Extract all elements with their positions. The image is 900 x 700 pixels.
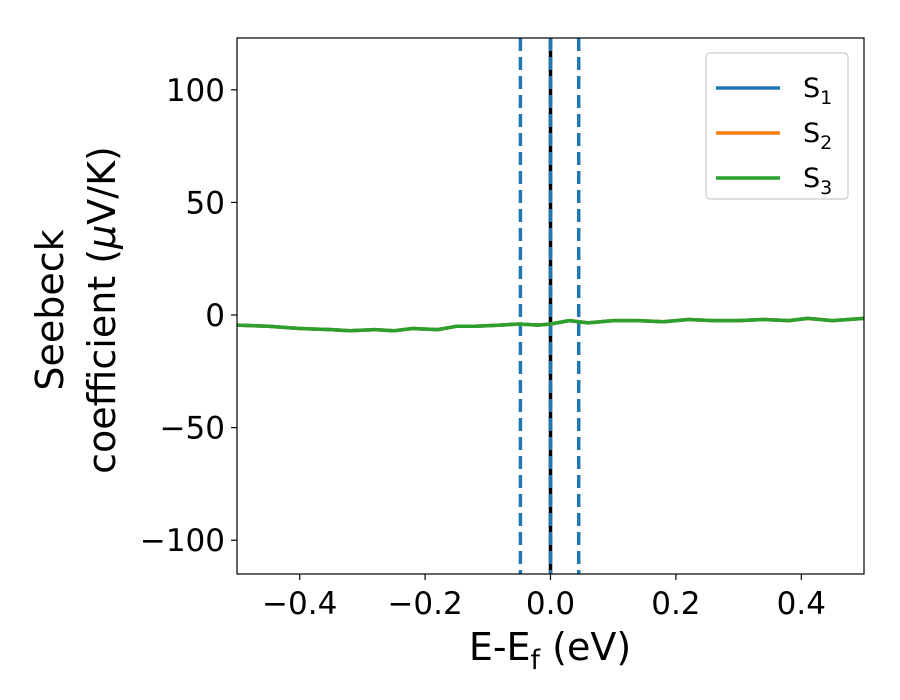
y-tick-label: 0 bbox=[205, 298, 225, 334]
y-axis-ticks: 100 50 0 −50 −100 bbox=[140, 73, 237, 559]
x-axis-label-subscript: f bbox=[531, 645, 542, 676]
reference-lines bbox=[518, 38, 581, 574]
series-lines bbox=[237, 316, 864, 333]
x-axis-ticks: −0.4 −0.2 0.0 0.2 0.4 bbox=[262, 574, 826, 622]
y-axis-label-line2: coefficient (μV/K) bbox=[80, 146, 124, 474]
y-tick-label: 50 bbox=[186, 185, 225, 221]
y-tick-label: 100 bbox=[166, 73, 225, 109]
x-tick-label: 0.2 bbox=[651, 586, 700, 622]
y-tick-label: −100 bbox=[140, 523, 225, 559]
y-axis-label-line1: Seebeck bbox=[28, 229, 72, 390]
legend-label-s3: S3 bbox=[803, 163, 832, 199]
legend-label-s2: S2 bbox=[803, 118, 832, 154]
legend-label-s1: S1 bbox=[803, 73, 832, 109]
legend: S1 S2 S3 bbox=[705, 52, 849, 200]
x-tick-label: 0.4 bbox=[777, 586, 826, 622]
x-tick-label: −0.2 bbox=[387, 586, 462, 622]
x-axis-label: E-Ef (eV) bbox=[469, 625, 631, 676]
series-line-s3 bbox=[237, 316, 864, 333]
y-tick-label: −50 bbox=[160, 411, 225, 447]
x-tick-label: −0.4 bbox=[262, 586, 337, 622]
y-axis-label: Seebeck coefficient (μV/K) bbox=[28, 146, 124, 474]
x-tick-label: 0.0 bbox=[526, 586, 575, 622]
